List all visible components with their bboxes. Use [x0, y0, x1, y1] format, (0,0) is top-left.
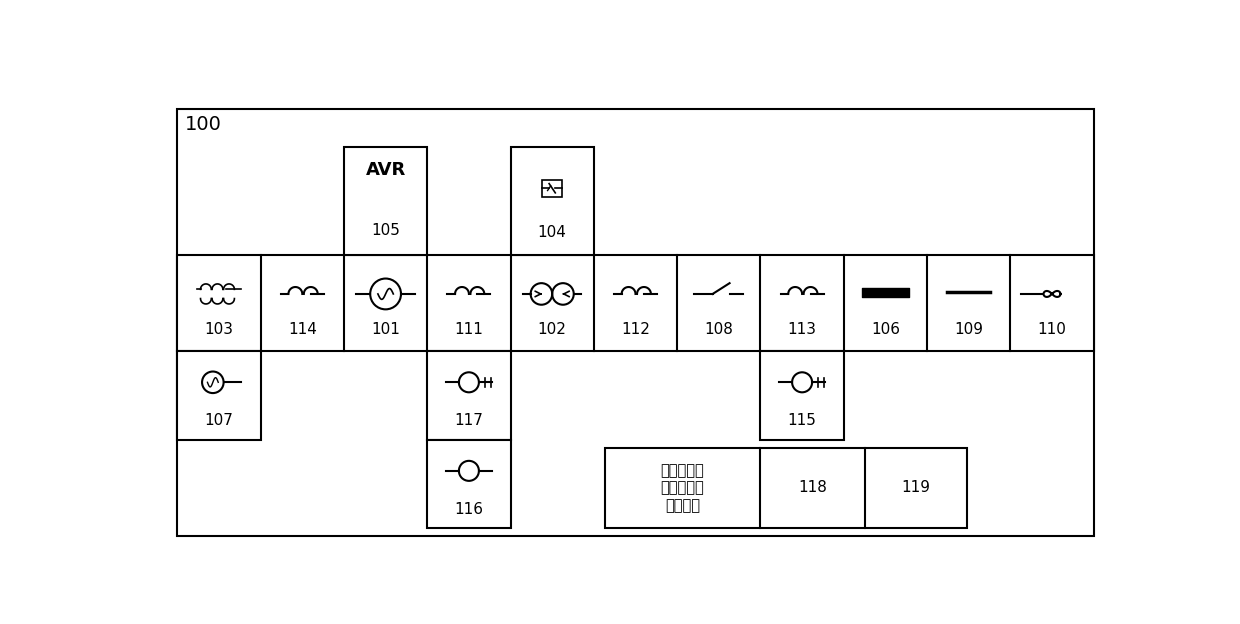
Bar	[542, 180, 562, 197]
Text: 110: 110	[1038, 323, 1066, 338]
Bar	[760, 351, 843, 440]
Text: AVR: AVR	[366, 161, 405, 179]
Bar	[343, 147, 428, 255]
Text: 118: 118	[799, 480, 827, 495]
Text: 101: 101	[371, 323, 401, 338]
Text: 109: 109	[955, 323, 983, 338]
Text: 106: 106	[870, 323, 900, 338]
Text: 105: 105	[371, 223, 401, 238]
Text: 117: 117	[455, 413, 484, 428]
Bar	[177, 351, 260, 440]
Text: 104: 104	[538, 225, 567, 240]
Text: 102: 102	[538, 323, 567, 338]
Text: 100: 100	[185, 115, 222, 134]
Bar	[428, 351, 511, 440]
Text: 待检测调相
机变压器组
保护装置: 待检测调相 机变压器组 保护装置	[661, 463, 704, 513]
Text: 115: 115	[787, 413, 816, 428]
Text: 116: 116	[454, 502, 484, 517]
Text: 119: 119	[901, 480, 930, 495]
Text: 113: 113	[787, 323, 817, 338]
Bar	[511, 147, 594, 255]
Text: 114: 114	[288, 323, 316, 338]
Bar	[177, 255, 1094, 351]
Text: 112: 112	[621, 323, 650, 338]
Text: 108: 108	[704, 323, 733, 338]
Text: 111: 111	[455, 323, 484, 338]
Bar	[177, 109, 1094, 536]
Text: 103: 103	[205, 323, 233, 338]
Text: 107: 107	[205, 413, 233, 428]
Bar	[605, 447, 967, 529]
Bar	[428, 440, 511, 529]
